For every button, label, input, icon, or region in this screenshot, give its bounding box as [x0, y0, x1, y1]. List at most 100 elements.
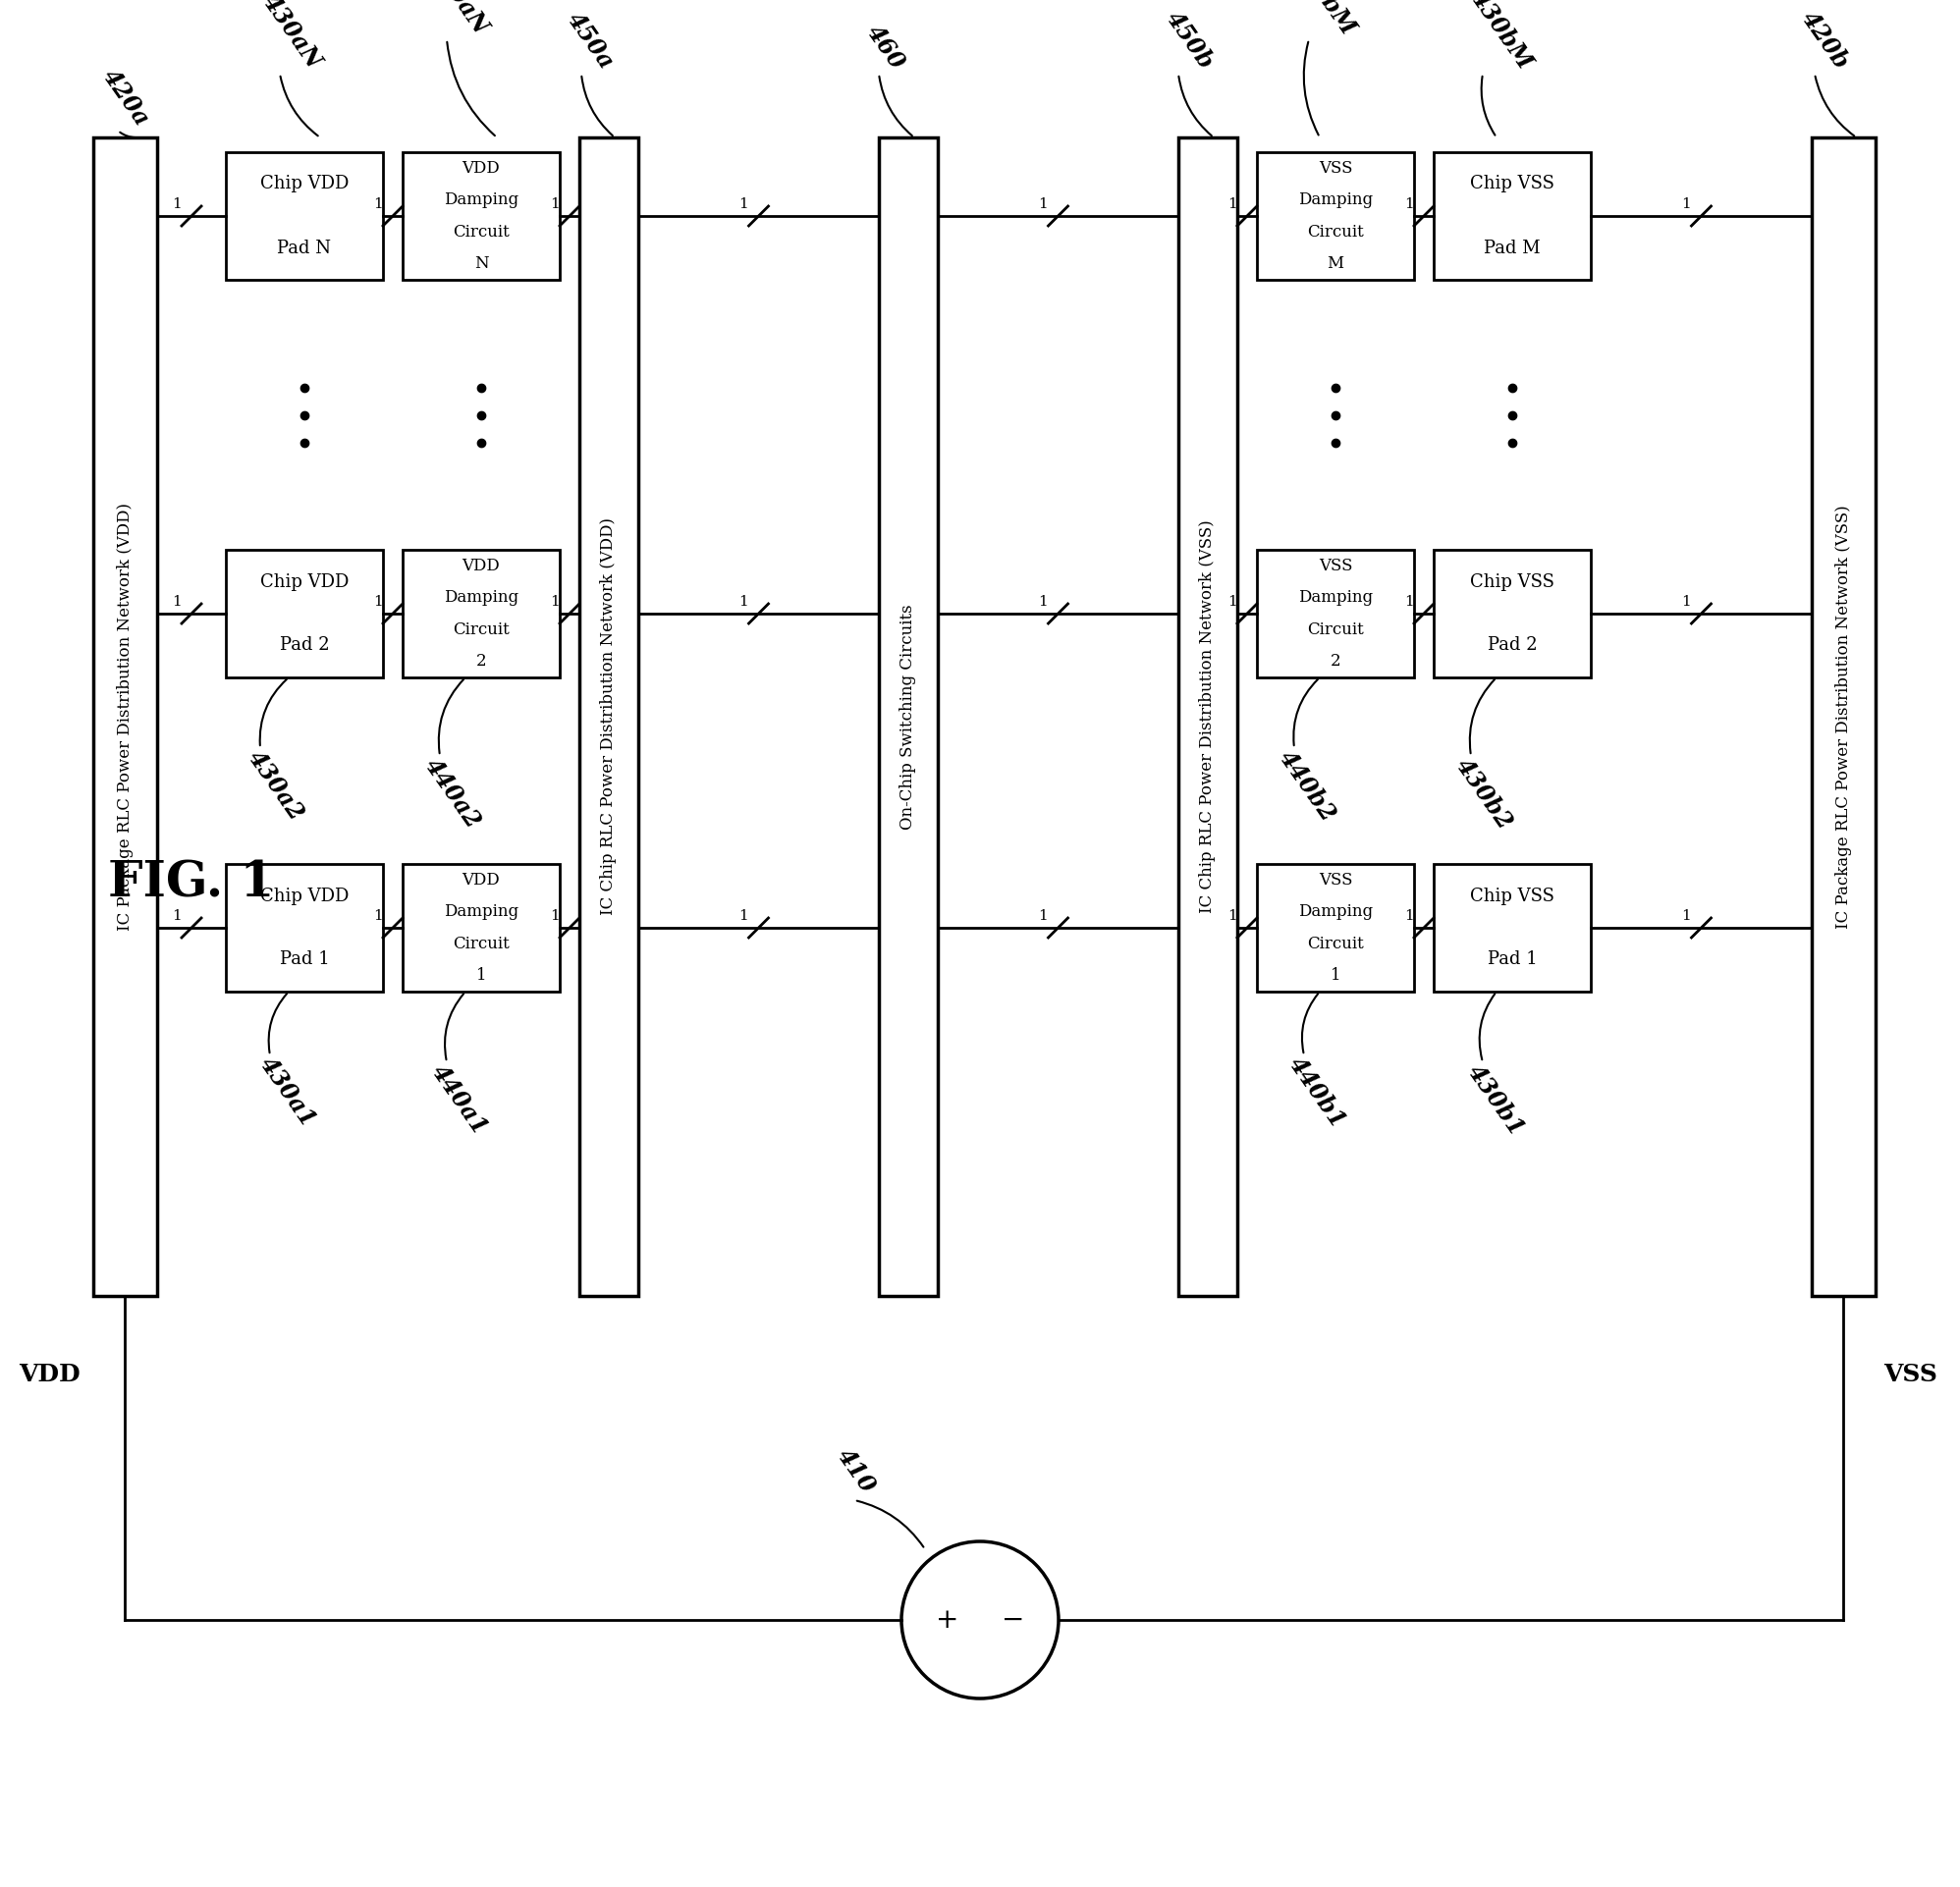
Bar [402, 549, 561, 677]
Bar [225, 549, 382, 677]
Text: 1: 1 [1227, 910, 1237, 923]
Text: VDD: VDD [463, 872, 500, 889]
Text: Circuit: Circuit [1307, 936, 1364, 953]
Text: Pad 1: Pad 1 [1488, 951, 1537, 968]
Bar [225, 153, 382, 279]
Bar [1811, 138, 1876, 1296]
Text: −: − [1002, 1606, 1025, 1634]
Text: Circuit: Circuit [1307, 223, 1364, 240]
Text: 1: 1 [1682, 910, 1691, 923]
Text: 440aN: 440aN [425, 0, 494, 40]
Text: 2: 2 [476, 653, 486, 670]
Text: IC Chip RLC Power Distribution Network (VDD): IC Chip RLC Power Distribution Network (… [600, 517, 617, 915]
Text: Damping: Damping [443, 904, 519, 921]
Bar [402, 153, 561, 279]
Text: IC Package RLC Power Distribution Network (VDD): IC Package RLC Power Distribution Networ… [118, 502, 133, 930]
Text: 1: 1 [172, 594, 182, 610]
Text: 1: 1 [1682, 594, 1691, 610]
Bar [1178, 138, 1237, 1296]
Bar [878, 138, 937, 1296]
Text: 1: 1 [372, 198, 382, 211]
Text: Chip VSS: Chip VSS [1470, 574, 1554, 591]
Bar [1433, 864, 1592, 991]
Text: Damping: Damping [1298, 904, 1372, 921]
Text: 440bM: 440bM [1290, 0, 1360, 40]
Text: VDD: VDD [463, 160, 500, 177]
Text: 1: 1 [1227, 198, 1237, 211]
Text: 1: 1 [1331, 968, 1341, 983]
Text: FIG. 1: FIG. 1 [108, 860, 274, 908]
Text: 1: 1 [1227, 594, 1237, 610]
Bar [1256, 549, 1413, 677]
Text: 1: 1 [476, 968, 486, 983]
Bar [1256, 864, 1413, 991]
Text: 1: 1 [551, 198, 561, 211]
Text: Circuit: Circuit [1307, 621, 1364, 638]
Text: 430bM: 430bM [1466, 0, 1537, 74]
Text: Chip VDD: Chip VDD [261, 574, 349, 591]
Text: 1: 1 [1403, 594, 1413, 610]
Text: Chip VDD: Chip VDD [261, 175, 349, 192]
Text: 1: 1 [172, 198, 182, 211]
Text: VSS: VSS [1319, 872, 1352, 889]
Text: VSS: VSS [1319, 160, 1352, 177]
Text: 1: 1 [739, 198, 749, 211]
Text: VSS: VSS [1319, 557, 1352, 574]
Text: 1: 1 [1682, 198, 1691, 211]
Bar [1433, 549, 1592, 677]
Text: Damping: Damping [443, 589, 519, 606]
Text: Pad 1: Pad 1 [280, 951, 329, 968]
Text: 1: 1 [551, 594, 561, 610]
Text: +: + [935, 1606, 958, 1634]
Text: 440b1: 440b1 [1284, 1053, 1350, 1132]
Text: On-Chip Switching Circuits: On-Chip Switching Circuits [900, 604, 917, 830]
Text: 430a1: 430a1 [255, 1053, 319, 1132]
Text: IC Chip RLC Power Distribution Network (VSS): IC Chip RLC Power Distribution Network (… [1200, 521, 1215, 913]
Text: N: N [474, 255, 488, 272]
Text: Circuit: Circuit [453, 621, 510, 638]
Text: 430b1: 430b1 [1462, 1060, 1529, 1140]
Text: 1: 1 [1403, 910, 1413, 923]
Text: 2: 2 [1331, 653, 1341, 670]
Text: 1: 1 [1039, 910, 1049, 923]
Text: VDD: VDD [463, 557, 500, 574]
Text: Chip VDD: Chip VDD [261, 887, 349, 904]
Bar [94, 138, 157, 1296]
Text: 430a2: 430a2 [243, 745, 308, 825]
Text: Damping: Damping [443, 192, 519, 208]
Bar [402, 864, 561, 991]
Text: 440a2: 440a2 [419, 755, 486, 832]
Text: Damping: Damping [1298, 589, 1372, 606]
Text: Pad 2: Pad 2 [280, 636, 329, 655]
Text: 1: 1 [372, 910, 382, 923]
Text: Pad 2: Pad 2 [1488, 636, 1537, 655]
Text: 440a1: 440a1 [427, 1060, 492, 1140]
Text: Damping: Damping [1298, 192, 1372, 208]
Text: Circuit: Circuit [453, 936, 510, 953]
Text: VDD: VDD [18, 1362, 80, 1387]
Text: 460: 460 [862, 21, 909, 74]
Text: 1: 1 [1039, 198, 1049, 211]
Text: IC Package RLC Power Distribution Network (VSS): IC Package RLC Power Distribution Networ… [1835, 504, 1852, 928]
Text: M: M [1327, 255, 1345, 272]
Bar [225, 864, 382, 991]
Text: 1: 1 [1403, 198, 1413, 211]
Text: Circuit: Circuit [453, 223, 510, 240]
Text: 1: 1 [172, 910, 182, 923]
Text: 1: 1 [372, 594, 382, 610]
Text: 1: 1 [1039, 594, 1049, 610]
Text: 420b: 420b [1797, 8, 1854, 74]
Text: 440b2: 440b2 [1274, 745, 1341, 827]
Text: 450b: 450b [1162, 8, 1219, 74]
Text: Pad M: Pad M [1484, 240, 1541, 257]
Text: Chip VSS: Chip VSS [1470, 175, 1554, 192]
Text: 1: 1 [739, 910, 749, 923]
Text: 420a: 420a [98, 64, 155, 130]
Text: 430b2: 430b2 [1450, 755, 1517, 834]
Text: Chip VSS: Chip VSS [1470, 887, 1554, 904]
Bar [580, 138, 639, 1296]
Text: 450a: 450a [563, 8, 619, 74]
Text: 410: 410 [833, 1444, 880, 1496]
Text: 430aN: 430aN [259, 0, 325, 74]
Text: 1: 1 [739, 594, 749, 610]
